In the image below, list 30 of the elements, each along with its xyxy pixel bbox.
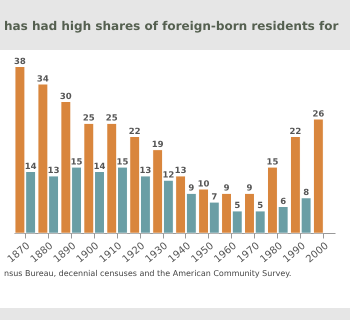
- data-label: 25: [82, 114, 95, 124]
- bar: [313, 119, 324, 234]
- data-label: 25: [106, 114, 118, 124]
- text: nsus Bureau, decennial censuses and the American Community Survey.: [3, 269, 292, 278]
- data-label: 30: [60, 92, 72, 102]
- data-label: 9: [224, 184, 230, 194]
- data-label: 34: [36, 74, 49, 84]
- data-label: 9: [246, 184, 253, 194]
- data-label: 15: [266, 157, 278, 168]
- data-label: 14: [94, 162, 106, 172]
- data-label: 15: [116, 157, 128, 168]
- data-label: 22: [289, 126, 302, 137]
- data-label: 13: [174, 166, 187, 176]
- data-label: 22: [128, 126, 141, 137]
- data-label: 38: [14, 56, 26, 67]
- data-label: 15: [70, 157, 83, 168]
- data-label: 9: [188, 184, 194, 194]
- data-label: 5: [234, 201, 240, 212]
- chart-title: has had high shares of foreign-born residents for: [0, 0, 350, 50]
- data-label: 5: [257, 201, 264, 212]
- data-label: 14: [24, 162, 37, 172]
- data-label: 13: [48, 166, 60, 176]
- data-label: 10: [198, 179, 210, 190]
- data-label: 6: [280, 196, 286, 207]
- data-label: 8: [303, 188, 310, 198]
- data-label: 12: [162, 170, 174, 180]
- data-label: 13: [140, 166, 152, 176]
- data-label: 19: [152, 140, 164, 150]
- data-label: 26: [312, 109, 324, 120]
- data-label: 7: [211, 192, 218, 202]
